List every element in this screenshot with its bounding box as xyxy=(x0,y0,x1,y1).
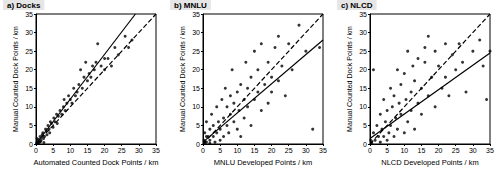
svg-text:35: 35 xyxy=(359,11,367,18)
svg-text:25: 25 xyxy=(25,48,33,55)
svg-text:10: 10 xyxy=(192,103,200,110)
svg-text:Automated Counted Dock Points: Automated Counted Dock Points / km xyxy=(33,158,158,167)
svg-text:30: 30 xyxy=(25,29,33,36)
svg-text:5: 5 xyxy=(196,122,200,129)
svg-text:35: 35 xyxy=(192,11,200,18)
svg-text:35: 35 xyxy=(25,11,33,18)
svg-text:5: 5 xyxy=(363,122,367,129)
svg-text:20: 20 xyxy=(435,147,443,154)
svg-text:15: 15 xyxy=(192,85,200,92)
svg-text:20: 20 xyxy=(192,66,200,73)
svg-text:15: 15 xyxy=(251,147,259,154)
svg-text:10: 10 xyxy=(233,147,241,154)
svg-text:35: 35 xyxy=(486,147,494,154)
svg-text:25: 25 xyxy=(118,147,126,154)
svg-text:c) NLCD: c) NLCD xyxy=(341,1,373,10)
svg-text:a) Docks: a) Docks xyxy=(7,1,41,10)
svg-text:5: 5 xyxy=(385,147,389,154)
svg-text:5: 5 xyxy=(51,147,55,154)
svg-text:0: 0 xyxy=(34,147,38,154)
svg-text:30: 30 xyxy=(359,29,367,36)
svg-text:20: 20 xyxy=(268,147,276,154)
svg-text:25: 25 xyxy=(452,147,460,154)
svg-text:10: 10 xyxy=(400,147,408,154)
svg-text:15: 15 xyxy=(25,85,33,92)
svg-text:20: 20 xyxy=(101,147,109,154)
svg-text:15: 15 xyxy=(418,147,426,154)
svg-text:15: 15 xyxy=(84,147,92,154)
svg-text:b) MNLU: b) MNLU xyxy=(174,1,207,10)
svg-text:20: 20 xyxy=(359,66,367,73)
svg-text:10: 10 xyxy=(25,103,33,110)
svg-text:30: 30 xyxy=(302,147,310,154)
svg-text:25: 25 xyxy=(359,48,367,55)
svg-text:5: 5 xyxy=(218,147,222,154)
svg-text:35: 35 xyxy=(319,147,327,154)
svg-text:NLCD Developed Points / km: NLCD Developed Points / km xyxy=(381,158,479,167)
svg-text:0: 0 xyxy=(196,141,200,148)
svg-text:Manual Counted Dock Points / k: Manual Counted Dock Points / km xyxy=(346,26,353,132)
svg-text:20: 20 xyxy=(25,66,33,73)
svg-text:10: 10 xyxy=(359,103,367,110)
svg-text:Manual Counted Dock Points / k: Manual Counted Dock Points / km xyxy=(12,26,19,132)
svg-text:25: 25 xyxy=(285,147,293,154)
svg-text:25: 25 xyxy=(192,48,200,55)
svg-text:35: 35 xyxy=(152,147,160,154)
svg-text:0: 0 xyxy=(368,147,372,154)
svg-text:0: 0 xyxy=(201,147,205,154)
svg-text:0: 0 xyxy=(29,141,33,148)
svg-text:30: 30 xyxy=(192,29,200,36)
svg-text:30: 30 xyxy=(135,147,143,154)
svg-text:Manual Counted Dock Points / k: Manual Counted Dock Points / km xyxy=(179,26,186,132)
svg-text:MNLU Developed Points / km: MNLU Developed Points / km xyxy=(214,158,312,167)
svg-text:5: 5 xyxy=(29,122,33,129)
svg-text:0: 0 xyxy=(363,141,367,148)
svg-text:15: 15 xyxy=(359,85,367,92)
svg-text:10: 10 xyxy=(66,147,74,154)
svg-text:30: 30 xyxy=(469,147,477,154)
